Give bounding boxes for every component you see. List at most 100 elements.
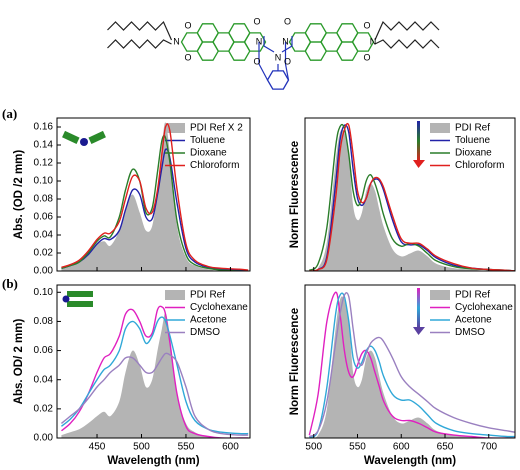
legend-label: Toluene bbox=[455, 135, 490, 146]
y-axis-label: Norm Fluorescence bbox=[289, 308, 301, 415]
area bbox=[61, 312, 249, 438]
x-tick-label: 650 bbox=[437, 442, 454, 453]
atom-label: N bbox=[275, 52, 282, 62]
legend-label: Chloroform bbox=[190, 160, 239, 171]
icon-pdi bbox=[67, 291, 93, 297]
legend-label: DMSO bbox=[190, 327, 220, 338]
atom-label: O bbox=[253, 56, 260, 66]
legend-swatch bbox=[165, 290, 185, 300]
x-tick-label: 600 bbox=[393, 442, 410, 453]
bond bbox=[263, 36, 275, 53]
ring bbox=[243, 32, 267, 52]
y-axis-label: Abs. OD/ 2 mm) bbox=[13, 319, 25, 405]
y-tick-label: 0.12 bbox=[34, 158, 54, 169]
series-line bbox=[61, 123, 249, 271]
bond bbox=[374, 39, 440, 49]
x-tick-label: 500 bbox=[305, 442, 322, 453]
atom-label: O bbox=[253, 16, 260, 26]
series-line bbox=[60, 305, 249, 438]
bond bbox=[258, 42, 269, 81]
y-tick-label: 0.04 bbox=[34, 374, 54, 385]
x-tick-label: 450 bbox=[89, 442, 106, 453]
ring bbox=[351, 32, 375, 52]
area bbox=[309, 296, 515, 438]
bond bbox=[107, 39, 172, 49]
y-tick-label: 0.16 bbox=[34, 122, 54, 133]
y-tick-label: 0.02 bbox=[34, 248, 54, 259]
legend-label: Dioxane bbox=[190, 148, 227, 159]
y-tick-label: 0.10 bbox=[34, 287, 54, 298]
series-line bbox=[308, 292, 515, 438]
icon-pdi bbox=[88, 130, 106, 145]
y-tick-label: 0.06 bbox=[34, 345, 54, 356]
ring bbox=[266, 70, 290, 90]
legend-label: Dioxane bbox=[455, 148, 492, 159]
plot-frame bbox=[304, 117, 516, 272]
legend-label: PDI Ref X 2 bbox=[190, 123, 243, 134]
legend-label: PDI Ref bbox=[455, 290, 490, 301]
bond bbox=[374, 20, 440, 41]
series-line bbox=[60, 352, 249, 436]
legend-swatch bbox=[430, 290, 450, 300]
bond bbox=[281, 36, 293, 53]
series-line bbox=[61, 134, 249, 271]
legend-label: Acetone bbox=[455, 315, 492, 326]
atom-label: N bbox=[282, 36, 289, 46]
y-tick-label: 0.00 bbox=[34, 433, 54, 444]
icon-linker bbox=[62, 295, 70, 303]
y-tick-label: 0.04 bbox=[34, 230, 54, 241]
x-tick-label: 550 bbox=[178, 442, 195, 453]
x-tick-label: 600 bbox=[222, 442, 239, 453]
x-tick-label: 550 bbox=[349, 442, 366, 453]
atom-label: O bbox=[284, 16, 291, 26]
atom-label: O bbox=[184, 52, 191, 62]
gradient-arrow bbox=[417, 121, 420, 161]
atom-label: N bbox=[173, 36, 180, 46]
series-line bbox=[60, 316, 249, 435]
atom-label: O bbox=[284, 56, 291, 66]
atom-label: N bbox=[370, 36, 377, 46]
y-axis-label: Abs. (OD /2 mm) bbox=[13, 150, 25, 240]
series-line bbox=[308, 292, 515, 438]
panel-label: (a) bbox=[2, 106, 17, 121]
legend-swatch bbox=[165, 123, 185, 133]
plot-frame bbox=[56, 284, 251, 439]
atom-label: O bbox=[363, 52, 370, 62]
area bbox=[309, 129, 515, 271]
series-line bbox=[309, 122, 515, 271]
legend-label: PDI Ref bbox=[190, 290, 225, 301]
arrow-head bbox=[413, 327, 425, 335]
legend-label: PDI Ref bbox=[455, 123, 490, 134]
series-line bbox=[308, 123, 515, 271]
legend-label: Acetone bbox=[190, 315, 227, 326]
area bbox=[61, 122, 249, 271]
x-axis-label: Wavelength (nm) bbox=[364, 455, 456, 467]
y-tick-label: 0.10 bbox=[34, 176, 54, 187]
legend-swatch bbox=[430, 123, 450, 133]
bond bbox=[107, 20, 173, 41]
y-tick-label: 0.08 bbox=[34, 316, 54, 327]
icon-pdi bbox=[67, 301, 93, 307]
series-line bbox=[309, 124, 515, 271]
icon-pdi bbox=[62, 130, 80, 145]
legend-label: DMSO bbox=[455, 327, 485, 338]
y-tick-label: 0.02 bbox=[34, 403, 54, 414]
x-tick-label: 500 bbox=[133, 442, 150, 453]
atom-label: O bbox=[184, 20, 191, 30]
plot-frame bbox=[304, 284, 516, 439]
y-tick-label: 0.00 bbox=[34, 266, 54, 277]
series-line bbox=[61, 148, 249, 271]
legend-label: Chloroform bbox=[455, 160, 504, 171]
gradient-arrow bbox=[417, 288, 420, 328]
arrow-head bbox=[413, 160, 425, 168]
x-tick-label: 700 bbox=[480, 442, 497, 453]
icon-linker bbox=[80, 138, 88, 146]
x-axis-label: Wavelength (nm) bbox=[107, 455, 199, 467]
panel-label: (b) bbox=[2, 276, 18, 291]
atom-label: N bbox=[256, 36, 263, 46]
y-tick-label: 0.14 bbox=[34, 140, 54, 151]
atom-label: O bbox=[363, 20, 370, 30]
plot-frame bbox=[56, 117, 251, 272]
legend-label: Toluene bbox=[190, 135, 225, 146]
